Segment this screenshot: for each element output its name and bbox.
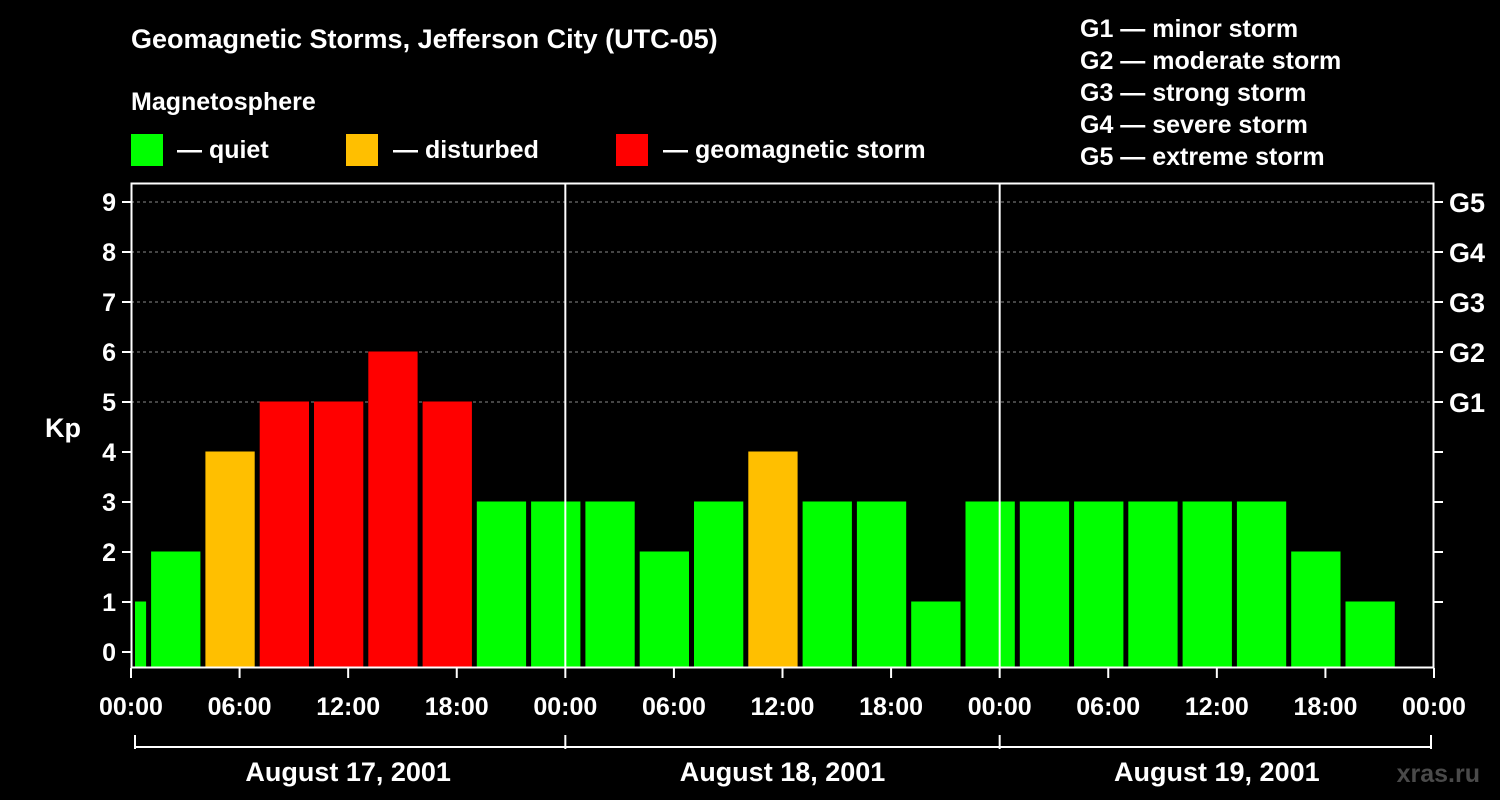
- x-tick-label: 00:00: [1402, 693, 1466, 721]
- bar: [1182, 501, 1232, 668]
- right-tick-label: G2: [1449, 338, 1485, 368]
- y-tick-label: 1: [102, 589, 116, 617]
- x-tick-label: 12:00: [751, 693, 815, 721]
- day-label: August 19, 2001: [1114, 757, 1320, 787]
- scale-g5: G5 — extreme storm: [1080, 143, 1325, 171]
- bar: [422, 401, 472, 668]
- bar: [1019, 501, 1070, 668]
- bar: [748, 451, 798, 668]
- right-tick-label: G3: [1449, 288, 1485, 318]
- y-tick-label: 3: [102, 489, 116, 517]
- legend: — quiet — disturbed — geomagnetic storm: [131, 134, 926, 166]
- bar: [911, 601, 961, 668]
- bar: [802, 501, 852, 668]
- bar: [151, 551, 201, 668]
- day-label: August 18, 2001: [680, 757, 886, 787]
- x-tick-label: 18:00: [859, 693, 923, 721]
- right-tick-label: G4: [1449, 238, 1485, 268]
- bar: [1128, 501, 1178, 668]
- bar: [476, 501, 527, 668]
- x-tick-label: 12:00: [316, 693, 380, 721]
- x-tick-label: 00:00: [99, 693, 163, 721]
- y-tick-label: 5: [102, 389, 116, 417]
- bar: [856, 501, 907, 668]
- bar: [531, 501, 581, 668]
- legend-heading: Magnetosphere: [131, 88, 316, 116]
- scale-g4: G4 — severe storm: [1080, 111, 1308, 139]
- x-tick-label: 06:00: [208, 693, 272, 721]
- bar: [965, 501, 1015, 668]
- scale-g3: G3 — strong storm: [1080, 79, 1306, 107]
- plot-frame: [130, 182, 1435, 669]
- y-axis-label: Kp: [45, 413, 81, 443]
- right-tick-label: G1: [1449, 388, 1485, 418]
- legend-swatch-storm: [616, 134, 648, 166]
- bar: [135, 601, 147, 668]
- y-tick-label: 0: [102, 639, 116, 667]
- y-tick-label: 9: [102, 189, 116, 217]
- x-tick-label: 00:00: [968, 693, 1032, 721]
- x-tick-label: 06:00: [1076, 693, 1140, 721]
- y-tick-label: 7: [102, 289, 116, 317]
- y-tick-label: 8: [102, 239, 116, 267]
- x-tick-label: 18:00: [1293, 693, 1357, 721]
- storm-scale-legend: G1 — minor storm G2 — moderate storm G3 …: [1080, 15, 1341, 171]
- scale-g2: G2 — moderate storm: [1080, 47, 1341, 75]
- legend-label-disturbed: — disturbed: [393, 136, 539, 164]
- day-label: August 17, 2001: [245, 757, 451, 787]
- bar: [205, 451, 255, 668]
- bar: [1074, 501, 1124, 668]
- y-tick-label: 6: [102, 339, 116, 367]
- bar: [1236, 501, 1287, 668]
- gridlines: [131, 201, 1434, 403]
- x-tick-label: 00:00: [533, 693, 597, 721]
- bar: [585, 501, 635, 668]
- legend-label-storm: — geomagnetic storm: [663, 136, 926, 164]
- x-tick-label: 06:00: [642, 693, 706, 721]
- bar: [259, 401, 309, 668]
- bar: [1291, 551, 1341, 668]
- scale-g1: G1 — minor storm: [1080, 15, 1298, 43]
- y-tick-label: 2: [102, 539, 116, 567]
- bar: [1345, 601, 1395, 668]
- chart-title: Geomagnetic Storms, Jefferson City (UTC-…: [131, 24, 718, 54]
- bar: [639, 551, 689, 668]
- axes: [122, 182, 1443, 749]
- watermark: xras.ru: [1397, 760, 1480, 788]
- tick-labels: 0 1 2 3 4 5 6 7 8 9 G1 G2 G3 G4 G5 00:00 06:00 12:00 18:00…: [99, 188, 1485, 787]
- legend-label-quiet: — quiet: [177, 136, 269, 164]
- x-tick-label: 12:00: [1185, 693, 1249, 721]
- bar: [368, 351, 418, 668]
- bar: [694, 501, 744, 668]
- y-tick-label: 4: [102, 439, 116, 467]
- x-tick-label: 18:00: [425, 693, 489, 721]
- right-tick-label: G5: [1449, 188, 1485, 218]
- legend-swatch-quiet: [131, 134, 163, 166]
- legend-swatch-disturbed: [346, 134, 378, 166]
- bars: [135, 351, 1395, 668]
- bar: [314, 401, 364, 668]
